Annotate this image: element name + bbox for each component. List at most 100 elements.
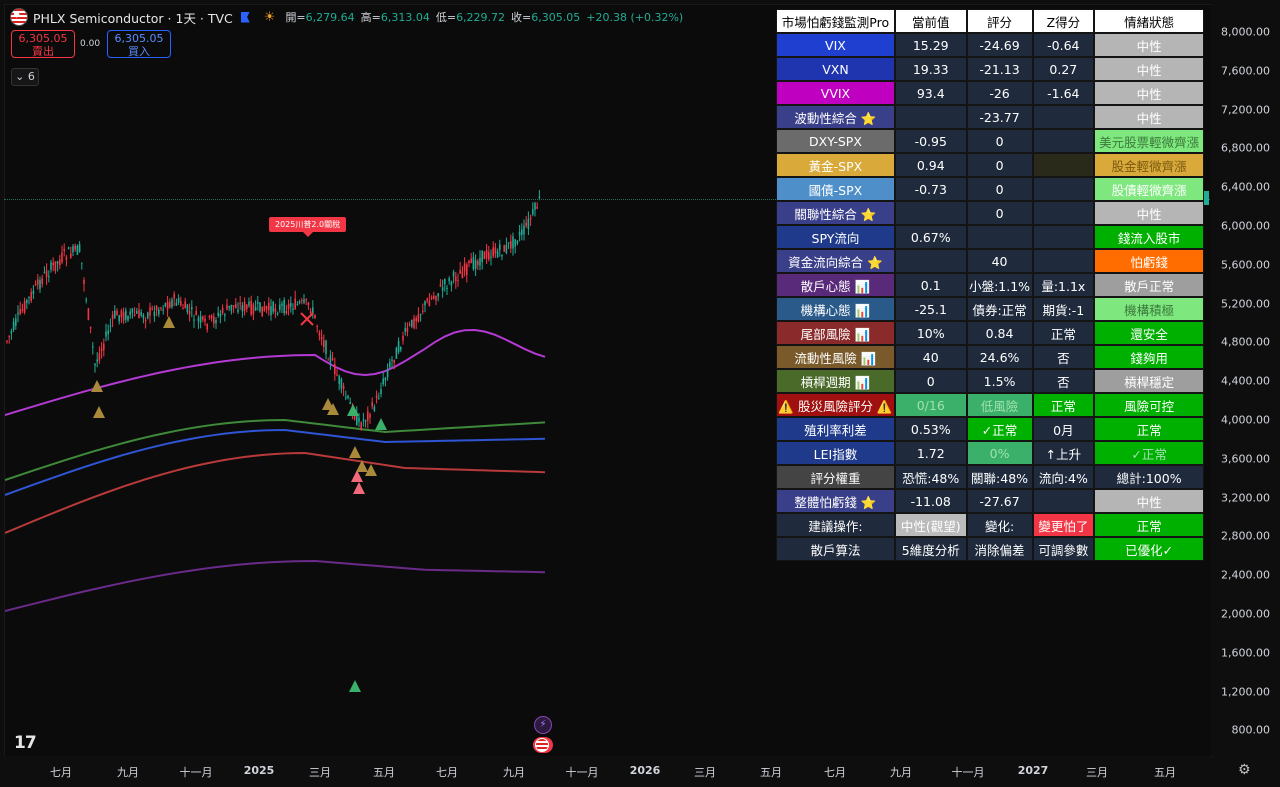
- candle-body: [30, 292, 32, 302]
- candle-body: [439, 284, 442, 287]
- table-cell: 已優化✓: [1094, 537, 1204, 561]
- us-event-flag-icon[interactable]: [533, 737, 553, 753]
- candle-body: [459, 269, 461, 274]
- buy-button[interactable]: 6,305.05 買入: [107, 30, 171, 58]
- table-row-label: 關聯性綜合 ⭐: [776, 201, 895, 225]
- candle-body: [241, 305, 244, 312]
- table-cell: 美元股票輕微齊漲: [1094, 129, 1204, 153]
- candle-body: [461, 271, 464, 278]
- candle-body: [169, 301, 171, 308]
- bookmark-flag-icon[interactable]: [240, 11, 250, 23]
- candle-body: [140, 311, 142, 316]
- price-axis-label: 7,200.00: [1221, 103, 1270, 117]
- time-axis[interactable]: 七月 九月 十一月 2025 三月 五月 七月 九月 十一月 2026 三月 五月 七月 九月 十一月 202…: [4, 756, 1210, 787]
- candle-body: [536, 206, 538, 209]
- candle-body: [149, 307, 151, 316]
- indicators-collapse-button[interactable]: ⌄ 6: [11, 68, 39, 86]
- candle-body: [492, 247, 494, 257]
- candle-body: [503, 245, 505, 252]
- candle-body: [430, 297, 433, 299]
- price-axis-label: 1,200.00: [1221, 685, 1270, 699]
- table-header-cell: Z得分: [1032, 9, 1095, 33]
- table-cell: [1032, 249, 1095, 273]
- candle-body: [417, 314, 420, 322]
- candle-body: [94, 363, 96, 366]
- lightning-event-icon[interactable]: ⚡: [534, 716, 552, 734]
- candle-body: [125, 310, 127, 320]
- candle-body: [455, 276, 457, 282]
- candle-body: [83, 279, 85, 285]
- time-axis-label: 七月: [436, 766, 458, 779]
- table-cell: 5維度分析: [894, 537, 967, 561]
- candle-body: [78, 244, 81, 252]
- time-axis-label: 五月: [760, 766, 782, 779]
- candle-body: [367, 411, 369, 421]
- candle-body: [527, 218, 530, 229]
- candle-body: [435, 296, 437, 301]
- time-axis-label: 2026: [629, 764, 661, 777]
- price-axis-label: 800.00: [1231, 723, 1271, 737]
- candle-body: [384, 377, 387, 381]
- table-cell: 正常: [1094, 513, 1204, 537]
- candle-body: [298, 301, 301, 304]
- tariff-note-label[interactable]: 2025川普2.0關稅: [269, 217, 347, 237]
- table-cell: 40: [894, 345, 967, 369]
- table-row: 整體怕虧錢 ⭐ -11.08 -27.67 中性: [776, 489, 1204, 513]
- table-cell: ✓正常: [966, 417, 1033, 441]
- candle-body: [195, 310, 197, 316]
- candle-body: [437, 293, 439, 297]
- table-cell: 中性: [1094, 57, 1204, 81]
- candle-body: [109, 325, 112, 327]
- gear-icon[interactable]: ⚙: [1238, 762, 1251, 778]
- table-cell: -26: [966, 81, 1033, 105]
- sell-button[interactable]: 6,305.05 賣出: [11, 30, 75, 58]
- price-axis-label: 6,800.00: [1221, 141, 1270, 155]
- table-cell: 15.29: [894, 33, 967, 57]
- candle-body: [433, 295, 435, 299]
- candle-body: [45, 270, 48, 278]
- table-header-cell: 當前值: [894, 9, 967, 33]
- candle-body: [485, 249, 488, 259]
- ohlc-low: 低=6,229.72: [435, 11, 506, 24]
- price-axis[interactable]: 8,000.00 7,600.00 7,200.00 6,800.00 6,400.00…: [1211, 4, 1280, 756]
- candle-body: [186, 304, 189, 313]
- table-row-label: 殖利率利差: [776, 417, 895, 441]
- candle-body: [466, 264, 468, 276]
- price-axis-label: 4,000.00: [1221, 413, 1270, 427]
- table-header-row: 市場怕虧錢監測Pro 當前值 評分 Z得分 情緒狀態: [776, 9, 1204, 33]
- table-cell: 0月: [1032, 417, 1095, 441]
- candle-body: [386, 370, 389, 378]
- buy-triangle-marker: [347, 404, 359, 416]
- candle-body: [105, 331, 107, 337]
- candle-body: [127, 315, 129, 321]
- candle-body: [490, 256, 492, 258]
- table-cell: 0: [966, 177, 1033, 201]
- candle-body: [314, 314, 316, 319]
- candle-body: [15, 318, 17, 326]
- symbol-title[interactable]: PHLX Semiconductor · 1天 · TVC: [33, 10, 233, 26]
- candle-body: [100, 348, 103, 352]
- table-header-cell: 情緒狀態: [1094, 9, 1204, 33]
- x-marker-icon: [300, 312, 314, 326]
- candle-body: [59, 259, 61, 266]
- table-cell: -0.95: [894, 129, 967, 153]
- table-cell: ✓正常: [1094, 441, 1204, 465]
- table-cell: 錢夠用: [1094, 345, 1204, 369]
- candle-body: [428, 300, 431, 307]
- candle-body: [525, 222, 527, 226]
- table-cell: [894, 201, 967, 225]
- table-row-label: 黃金-SPX: [776, 153, 895, 177]
- candle-body: [129, 311, 131, 315]
- tradingview-logo-icon[interactable]: 17: [14, 733, 37, 753]
- table-cell: 1.72: [894, 441, 967, 465]
- candle-body: [26, 299, 28, 303]
- candle-body: [474, 260, 477, 269]
- table-row: VVIX 93.4 -26 -1.64 中性: [776, 81, 1204, 105]
- table-row-label: 機構心態 📊: [776, 297, 895, 321]
- candle-body: [34, 284, 37, 286]
- candle-body: [67, 247, 70, 250]
- candle-body: [397, 341, 400, 352]
- candle-body: [450, 281, 453, 286]
- candle-body: [215, 320, 217, 324]
- table-cell: 0.53%: [894, 417, 967, 441]
